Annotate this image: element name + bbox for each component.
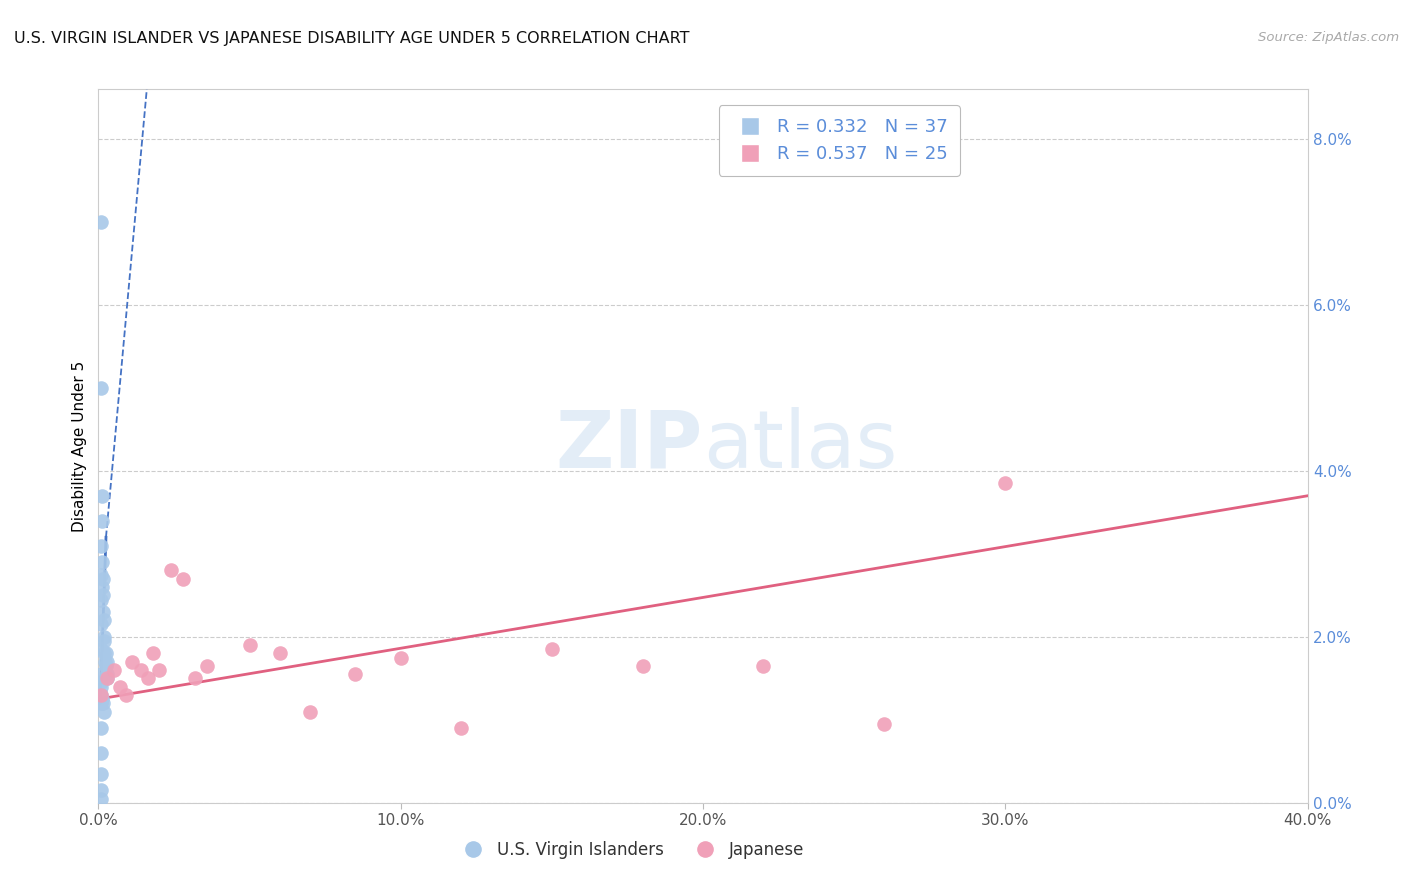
Point <box>93 630 115 644</box>
Point <box>90 617 112 632</box>
Point <box>148 663 170 677</box>
Point <box>90 791 112 805</box>
Point <box>94 655 117 669</box>
Point <box>94 647 117 661</box>
Point <box>136 671 159 685</box>
Point <box>96 655 118 669</box>
Point <box>96 671 118 685</box>
Point <box>90 696 112 710</box>
Point <box>90 675 112 690</box>
Point <box>91 580 114 594</box>
Point <box>96 667 118 681</box>
Point <box>91 555 114 569</box>
Point <box>90 567 112 582</box>
Point <box>91 696 114 710</box>
Point <box>389 650 412 665</box>
Point <box>90 381 112 395</box>
Legend: U.S. Virgin Islanders, Japanese: U.S. Virgin Islanders, Japanese <box>450 835 811 866</box>
Point <box>90 667 112 681</box>
Point <box>90 688 112 702</box>
Text: atlas: atlas <box>703 407 897 485</box>
Point <box>344 667 367 681</box>
Point <box>114 688 136 702</box>
Point <box>195 659 218 673</box>
Point <box>873 717 896 731</box>
Point <box>91 588 114 602</box>
Point <box>91 692 114 706</box>
Point <box>90 592 112 607</box>
Point <box>90 215 112 229</box>
Point <box>90 680 112 694</box>
Point <box>93 647 115 661</box>
Point <box>160 564 183 578</box>
Point <box>239 638 262 652</box>
Point <box>269 647 291 661</box>
Point <box>91 514 114 528</box>
Point <box>103 663 125 677</box>
Point <box>91 605 114 619</box>
Text: Source: ZipAtlas.com: Source: ZipAtlas.com <box>1258 31 1399 45</box>
Point <box>752 659 775 673</box>
Text: ZIP: ZIP <box>555 407 703 485</box>
Point <box>108 680 131 694</box>
Point <box>540 642 562 657</box>
Point <box>93 705 115 719</box>
Point <box>450 721 472 735</box>
Point <box>93 613 115 627</box>
Point <box>994 476 1017 491</box>
Point <box>90 539 112 553</box>
Point <box>90 766 112 780</box>
Point <box>129 663 152 677</box>
Point <box>96 671 118 685</box>
Point <box>90 688 112 702</box>
Point <box>121 655 143 669</box>
Point <box>90 642 112 657</box>
Point <box>91 572 114 586</box>
Point <box>142 647 165 661</box>
Point <box>172 572 194 586</box>
Point <box>90 783 112 797</box>
Point <box>299 705 322 719</box>
Point <box>91 489 114 503</box>
Point <box>184 671 207 685</box>
Point <box>90 746 112 760</box>
Y-axis label: Disability Age Under 5: Disability Age Under 5 <box>72 360 87 532</box>
Text: U.S. VIRGIN ISLANDER VS JAPANESE DISABILITY AGE UNDER 5 CORRELATION CHART: U.S. VIRGIN ISLANDER VS JAPANESE DISABIL… <box>14 31 689 46</box>
Point <box>93 634 115 648</box>
Point <box>94 659 117 673</box>
Point <box>631 659 654 673</box>
Point <box>90 721 112 735</box>
